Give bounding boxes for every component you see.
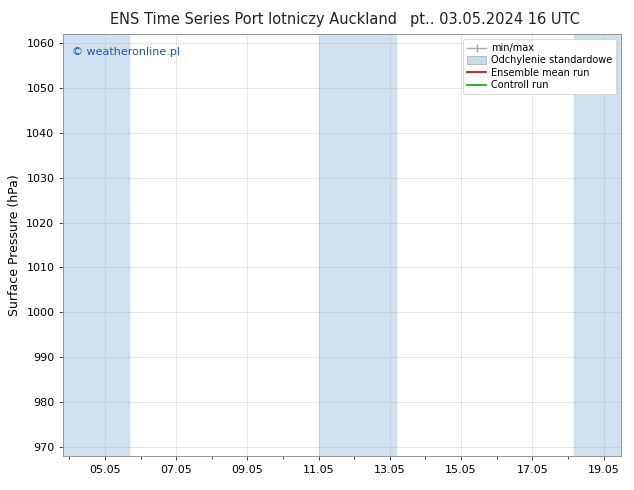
Text: ENS Time Series Port lotniczy Auckland: ENS Time Series Port lotniczy Auckland	[110, 12, 397, 27]
Text: © weatheronline.pl: © weatheronline.pl	[72, 47, 180, 57]
Legend: min/max, Odchylenie standardowe, Ensemble mean run, Controll run: min/max, Odchylenie standardowe, Ensembl…	[463, 39, 616, 94]
Bar	[63, 34, 129, 456]
Bar	[574, 34, 621, 456]
Text: pt.. 03.05.2024 16 UTC: pt.. 03.05.2024 16 UTC	[410, 12, 579, 27]
Y-axis label: Surface Pressure (hPa): Surface Pressure (hPa)	[8, 174, 21, 316]
Bar	[319, 34, 396, 456]
